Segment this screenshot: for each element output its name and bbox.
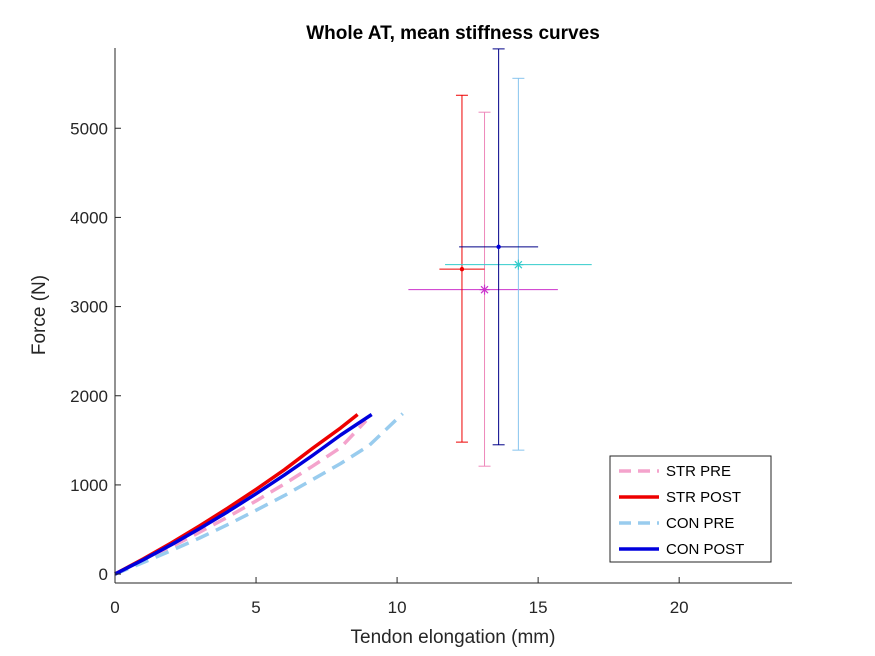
y-tick-label: 1000: [70, 476, 108, 495]
legend: STR PRE STR POST CON PRE CON POST: [609, 455, 772, 563]
x-tick-label: 10: [388, 598, 407, 617]
dot-marker: [496, 244, 501, 250]
asterisk-marker: [479, 284, 490, 295]
legend-label-con-pre: CON PRE: [666, 515, 734, 532]
x-ticks: 0 5 10 15 20: [110, 577, 689, 617]
x-tick-label: 0: [110, 598, 119, 617]
y-ticks: 0 1000 2000 3000 4000 5000: [70, 119, 121, 584]
legend-label-str-pre: STR PRE: [666, 463, 731, 480]
error-point-str-post: [439, 94, 485, 443]
series-line-con-post: [114, 413, 373, 576]
y-tick-label: 5000: [70, 119, 108, 138]
asterisk-stroke: [514, 260, 523, 269]
y-tick-label: 2000: [70, 387, 108, 406]
asterisk-marker: [513, 259, 524, 270]
error-point-con-pre: [445, 77, 592, 451]
asterisk-stroke: [480, 285, 489, 294]
x-axis-label: Tendon elongation (mm): [351, 627, 556, 648]
y-tick-label: 3000: [70, 298, 108, 317]
chart-title: Whole AT, mean stiffness curves: [306, 23, 600, 44]
y-tick-label: 4000: [70, 208, 108, 227]
error-bars: [408, 48, 592, 467]
x-tick-label: 5: [251, 598, 260, 617]
series-line-con-pre: [114, 412, 404, 576]
error-point-con-post: [459, 48, 539, 446]
dot-marker: [459, 266, 465, 272]
y-axis-label: Force (N): [29, 275, 50, 355]
x-tick-label: 15: [529, 598, 548, 617]
y-tick-label: 0: [99, 565, 108, 584]
x-tick-label: 20: [670, 598, 689, 617]
series-lines: [114, 412, 404, 576]
legend-box: [609, 455, 772, 563]
legend-label-str-post: STR POST: [666, 489, 741, 506]
error-point-str-pre: [408, 111, 558, 467]
legend-label-con-post: CON POST: [666, 541, 744, 558]
